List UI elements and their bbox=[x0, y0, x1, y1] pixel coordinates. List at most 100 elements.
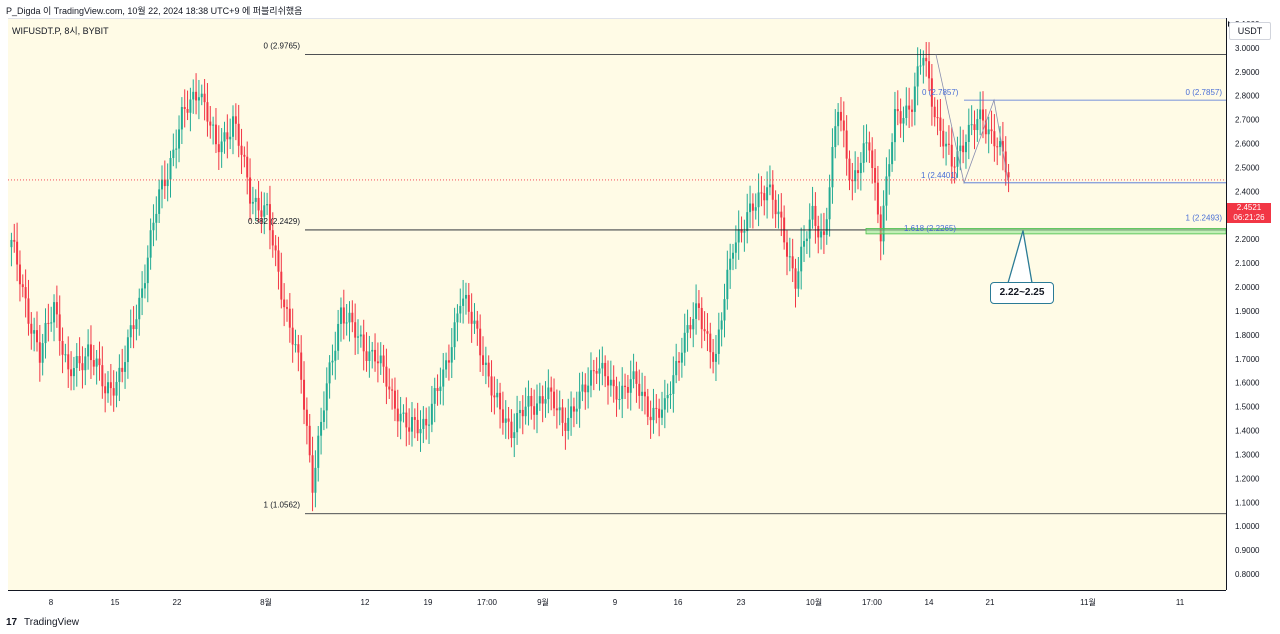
candle-body bbox=[1007, 172, 1010, 178]
candle-body bbox=[121, 367, 124, 372]
candle-body bbox=[831, 147, 834, 188]
candle-body bbox=[618, 398, 621, 400]
candle-body bbox=[669, 393, 672, 396]
candle-body bbox=[706, 331, 709, 334]
candle-body bbox=[979, 109, 982, 120]
candle-body bbox=[754, 207, 757, 211]
candle-body bbox=[362, 334, 365, 352]
candle-body bbox=[737, 229, 740, 243]
candle-body bbox=[337, 323, 340, 351]
candle-body bbox=[680, 352, 683, 363]
candle-body bbox=[192, 91, 195, 100]
price-tick-label: 2.5000 bbox=[1235, 163, 1260, 172]
price-axis[interactable]: 0.8000 0.9000 1.0000 1.1000 1.2000 1.3000 1.40… bbox=[1226, 18, 1273, 590]
chart-pane[interactable]: 0 (2.9765) 0.382 (2.2429) 1 (1.0562) 0 (2.7… bbox=[8, 18, 1226, 591]
candle-body bbox=[408, 427, 411, 432]
currency-button[interactable]: USDT bbox=[1229, 22, 1271, 40]
candle-body bbox=[425, 418, 428, 426]
candle-body bbox=[575, 408, 578, 412]
candle-body bbox=[78, 356, 81, 364]
candle-body bbox=[871, 150, 874, 168]
candle-body bbox=[107, 382, 110, 394]
candle-body bbox=[572, 406, 575, 412]
candle-body bbox=[947, 143, 950, 145]
candle-body bbox=[689, 325, 692, 330]
candle-body bbox=[663, 398, 666, 410]
candle-body bbox=[351, 312, 354, 323]
fib-small-label: 1 (2.2493) bbox=[1186, 213, 1223, 222]
candle-body bbox=[607, 376, 610, 386]
fib-small-label: 0 (2.7857) bbox=[922, 88, 959, 97]
price-chart[interactable]: 0 (2.9765) 0.382 (2.2429) 1 (1.0562) 0 (2.7… bbox=[8, 19, 1226, 591]
candle-body bbox=[695, 303, 698, 319]
time-tick-label: 22 bbox=[173, 598, 182, 607]
candle-body bbox=[717, 329, 720, 354]
candle-body bbox=[237, 123, 240, 146]
candle-body bbox=[450, 347, 453, 363]
candle-body bbox=[859, 162, 862, 174]
candle-body bbox=[984, 120, 987, 135]
fib-trend-path bbox=[935, 54, 1009, 185]
candle-body bbox=[612, 379, 615, 387]
candle-body bbox=[325, 383, 328, 411]
candle-body bbox=[950, 144, 953, 167]
candle-body bbox=[800, 246, 803, 272]
tradingview-logo-icon[interactable]: 17 bbox=[6, 617, 18, 628]
candle-body bbox=[84, 356, 87, 371]
candle-body bbox=[16, 241, 19, 265]
fib-small-label: 1 (2.4401) bbox=[921, 171, 958, 180]
candle-body bbox=[996, 146, 999, 148]
candle-body bbox=[72, 368, 75, 377]
time-tick-label: 21 bbox=[986, 598, 995, 607]
candle-body bbox=[447, 360, 450, 363]
candle-body bbox=[857, 170, 860, 174]
candle-body bbox=[226, 132, 229, 140]
candle-body bbox=[714, 353, 717, 362]
time-tick-label: 8월 bbox=[260, 597, 272, 607]
candle-body bbox=[538, 396, 541, 404]
candle-body bbox=[64, 354, 67, 356]
candle-body bbox=[53, 302, 56, 323]
candle-body bbox=[891, 142, 894, 165]
candle-body bbox=[547, 387, 550, 400]
candle-body bbox=[964, 141, 967, 153]
candle-body bbox=[328, 362, 331, 384]
candle-body bbox=[223, 132, 226, 142]
candle-body bbox=[334, 350, 337, 361]
time-tick-label: 10월 bbox=[806, 597, 822, 607]
price-tick-label: 1.1000 bbox=[1235, 498, 1260, 507]
candle-body bbox=[101, 365, 104, 387]
candle-body bbox=[803, 241, 806, 247]
candle-body bbox=[178, 129, 181, 149]
candle-body bbox=[982, 109, 985, 121]
candle-body bbox=[143, 283, 146, 289]
price-tick-label: 2.6000 bbox=[1235, 140, 1260, 149]
candle-body bbox=[195, 91, 198, 101]
time-axis[interactable]: 8 15 22 8월 12 19 17:00 9월 9 16 23 10월 17:00 14 21 11월 11 bbox=[8, 590, 1226, 613]
candle-body bbox=[584, 384, 587, 393]
candle-body bbox=[550, 387, 553, 392]
footer-brand[interactable]: TradingView bbox=[24, 617, 80, 628]
candle-body bbox=[260, 210, 263, 217]
candle-body bbox=[822, 231, 825, 235]
candle-body bbox=[473, 320, 476, 324]
candle-body bbox=[439, 386, 442, 392]
candle-body bbox=[865, 142, 868, 144]
candle-body bbox=[638, 383, 641, 396]
candle-body bbox=[345, 322, 348, 324]
candle-body bbox=[217, 144, 220, 153]
candle-body bbox=[402, 412, 405, 414]
candle-body bbox=[683, 332, 686, 353]
target-callout[interactable]: 2.22~2.25 bbox=[990, 282, 1054, 304]
symbol-label[interactable]: WIFUSDT.P, 8시, BYBIT bbox=[12, 26, 109, 36]
candle-body bbox=[50, 322, 53, 324]
price-tick-label: 1.5000 bbox=[1235, 403, 1260, 412]
candle-body bbox=[243, 154, 246, 157]
candle-body bbox=[21, 284, 24, 288]
candle-body bbox=[339, 307, 342, 324]
candle-body bbox=[160, 179, 163, 190]
candle-body bbox=[524, 406, 527, 417]
candle-body bbox=[624, 385, 627, 387]
candle-body bbox=[172, 149, 175, 159]
candle-body bbox=[652, 407, 655, 421]
